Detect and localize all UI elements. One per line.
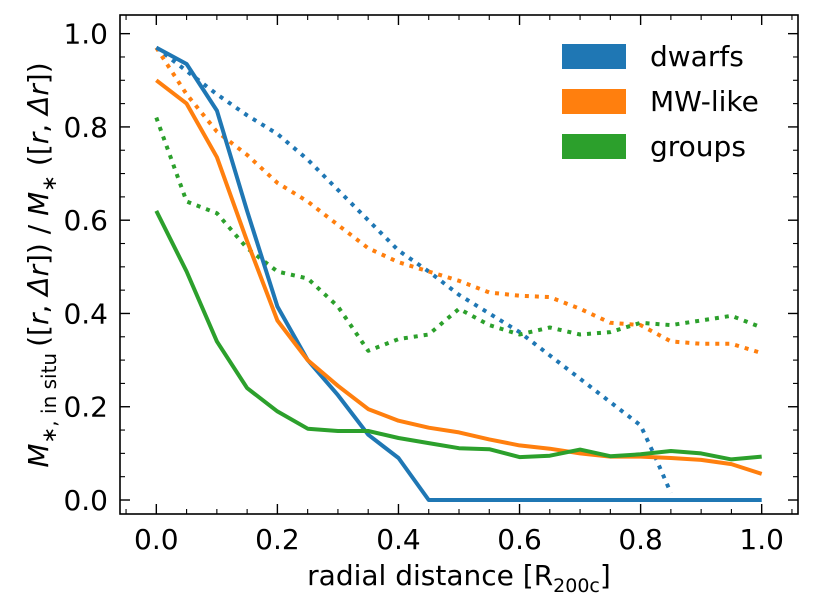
- x-tick-label: 0.2: [255, 523, 300, 556]
- plot-frame: [119, 14, 799, 515]
- y-tick-label: 0.2: [63, 391, 108, 424]
- x-tick-label: 1.0: [739, 523, 784, 556]
- y-label-mid1: ([: [22, 325, 55, 347]
- y-tick-label: 0.0: [63, 484, 108, 517]
- y-tick-label: 1.0: [63, 18, 108, 51]
- y-label-star1: ∗: [37, 427, 61, 444]
- legend-swatch-mw-like: [562, 89, 626, 114]
- y-label-mid4: ([: [22, 144, 55, 175]
- legend-swatch-groups: [562, 134, 626, 159]
- x-axis-label-main: radial distance [R: [307, 559, 553, 592]
- y-tick-label: 0.6: [63, 204, 108, 237]
- x-tick-labels: 0.0 0.2 0.4 0.6 0.8 1.0: [134, 523, 784, 556]
- y-axis-label: M∗, in situ([r, Δr]) / M∗ ([r, Δr]): [22, 62, 61, 467]
- x-axis-label: radial distance [R200c]: [307, 559, 611, 597]
- y-tick-labels: 0.0 0.2 0.4 0.6 0.8 1.0: [63, 18, 108, 517]
- y-label-dr2: Δr: [22, 83, 55, 117]
- y-label-m1: M: [22, 443, 55, 467]
- y-tick-label: 0.4: [63, 297, 108, 330]
- grid-ticks: [120, 15, 798, 514]
- y-label-dr1: Δr: [22, 264, 55, 298]
- series-line-mw-like-solid: [155, 78, 763, 476]
- y-label-sub: , in situ: [37, 353, 61, 427]
- y-label-m2: M: [22, 192, 55, 216]
- series-line-mw-like-dotted: [154, 46, 763, 356]
- series-line-dwarfs-solid: [155, 45, 762, 502]
- y-label-mid3: ]) /: [22, 216, 55, 265]
- x-tick-label: 0.6: [497, 523, 542, 556]
- x-tick-label: 0.4: [376, 523, 421, 556]
- series-lines: [154, 45, 763, 502]
- y-label-mid2: ,: [22, 296, 55, 314]
- y-label-r1: r: [22, 312, 55, 325]
- x-tick-label: 0.8: [618, 523, 663, 556]
- series-line-groups-solid: [154, 210, 762, 462]
- x-axis-label-close: ]: [600, 559, 611, 592]
- legend-label-dwarfs: dwarfs: [650, 40, 744, 73]
- legend-label-mw-like: MW-like: [650, 85, 759, 118]
- y-tick-label: 0.8: [63, 111, 108, 144]
- legend: dwarfs MW-like groups: [562, 40, 759, 163]
- y-label-star2: ∗: [37, 175, 61, 192]
- legend-swatch-dwarfs: [562, 44, 626, 69]
- legend-label-groups: groups: [650, 130, 746, 163]
- series-line-groups-dotted: [154, 116, 763, 353]
- y-label-r2: r: [22, 131, 55, 144]
- y-label-mid5: ,: [22, 115, 55, 133]
- x-tick-label: 0.0: [134, 523, 179, 556]
- y-label-mid6: ]): [22, 62, 55, 84]
- x-axis-label-sub: 200c: [553, 575, 600, 597]
